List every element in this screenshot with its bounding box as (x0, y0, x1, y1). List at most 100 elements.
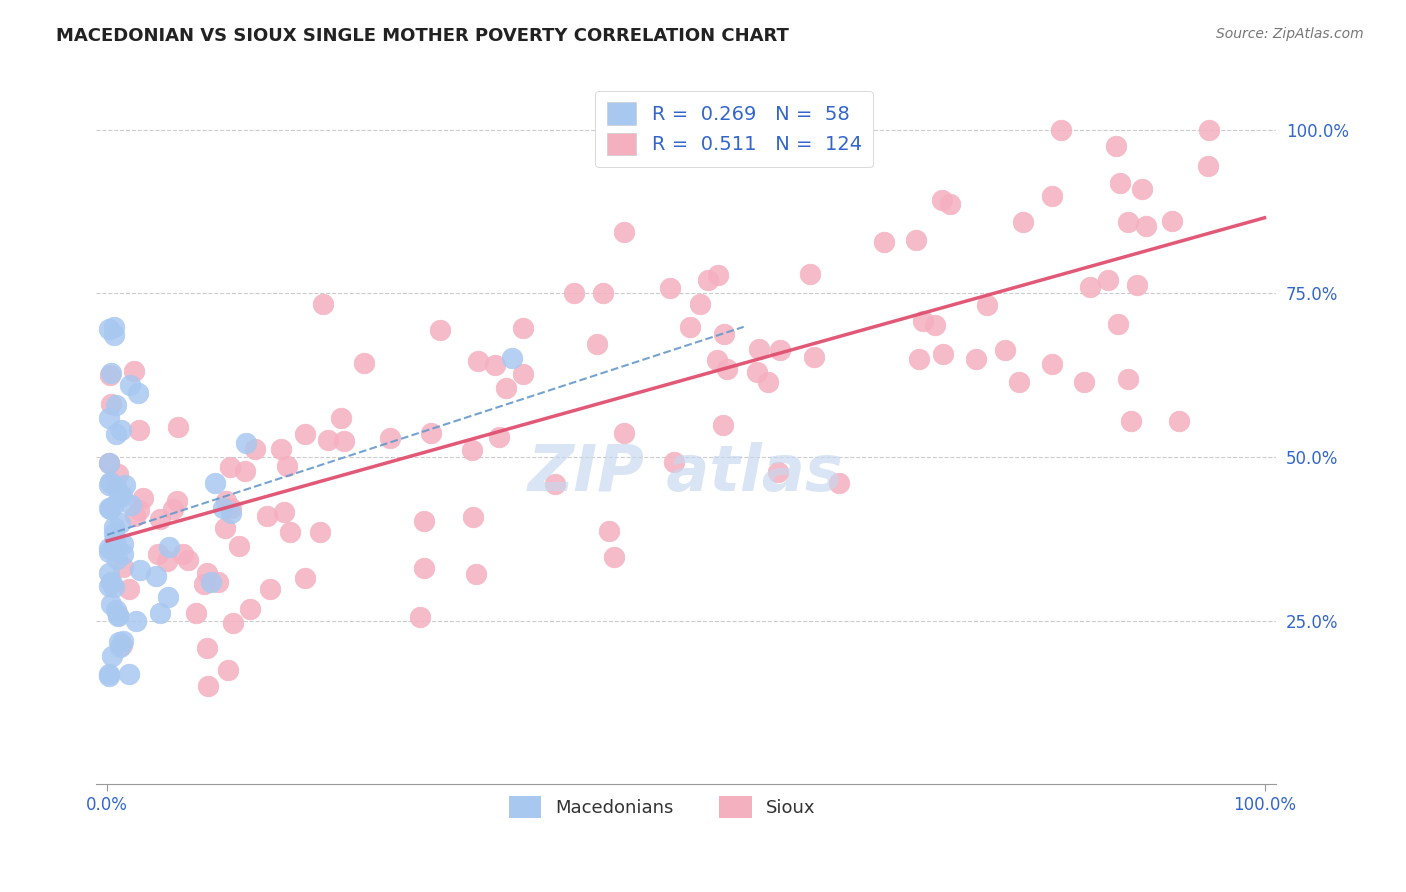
Point (613, 226, 636, 240)
Point (100, 597, 122, 611)
Point (172, 547, 194, 561)
Point (111, 489, 134, 503)
Point (111, 633, 134, 648)
Point (122, 364, 145, 378)
Point (100, 575, 122, 590)
Point (932, 346, 955, 360)
Point (697, 272, 720, 286)
Point (195, 566, 218, 580)
Point (1097, 273, 1119, 287)
Point (146, 548, 169, 562)
Point (711, 418, 734, 433)
Point (679, 320, 702, 334)
Point (110, 423, 132, 437)
Point (412, 514, 434, 528)
Point (217, 663, 239, 677)
Point (207, 574, 229, 589)
Text: Source: ZipAtlas.com: Source: ZipAtlas.com (1216, 27, 1364, 41)
Point (219, 506, 242, 520)
Point (1135, 219, 1157, 233)
Point (256, 509, 278, 524)
Point (128, 423, 150, 437)
Point (1008, 375, 1031, 389)
Point (98, 669, 121, 683)
Point (1073, 376, 1095, 390)
Point (586, 336, 609, 351)
Point (193, 576, 215, 591)
Point (233, 464, 256, 478)
Point (103, 320, 125, 334)
Point (312, 297, 335, 311)
Point (1109, 176, 1132, 190)
Point (1105, 139, 1128, 153)
Point (100, 475, 122, 490)
Point (103, 327, 125, 342)
Point (124, 508, 146, 523)
Legend: Macedonians, Sioux: Macedonians, Sioux (502, 789, 823, 825)
Point (100, 366, 122, 380)
Point (1040, 189, 1063, 203)
Point (204, 476, 226, 491)
Point (107, 608, 129, 623)
Point (101, 649, 124, 664)
Point (1012, 215, 1035, 229)
Point (100, 397, 122, 411)
Point (912, 313, 935, 327)
Point (239, 602, 262, 616)
Point (1107, 317, 1129, 331)
Point (931, 194, 953, 208)
Point (716, 361, 738, 376)
Point (316, 433, 339, 447)
Point (1080, 279, 1102, 293)
Point (120, 377, 142, 392)
Point (149, 512, 172, 526)
Point (484, 358, 506, 372)
Point (105, 551, 128, 566)
Point (132, 491, 155, 505)
Point (378, 431, 401, 445)
Point (544, 476, 567, 491)
Point (333, 434, 356, 449)
Point (412, 560, 434, 574)
Point (98, 579, 121, 593)
Point (745, 365, 768, 379)
Point (598, 524, 620, 538)
Point (128, 563, 150, 577)
Point (873, 235, 896, 249)
Point (105, 480, 128, 494)
Point (104, 426, 127, 441)
Point (103, 520, 125, 534)
Point (156, 591, 179, 605)
Point (803, 350, 825, 364)
Point (114, 477, 136, 491)
Point (107, 467, 129, 482)
Point (98, 456, 121, 470)
Point (512, 368, 534, 382)
Point (162, 502, 184, 516)
Point (214, 520, 236, 534)
Point (939, 197, 962, 211)
Point (501, 351, 523, 365)
Point (1197, 159, 1219, 173)
Point (111, 548, 134, 562)
Point (965, 351, 987, 366)
Point (149, 606, 172, 620)
Point (1126, 277, 1149, 292)
Point (157, 540, 180, 554)
Point (294, 427, 316, 442)
Point (564, 285, 586, 300)
Point (98, 410, 121, 425)
Point (330, 411, 353, 425)
Point (707, 268, 730, 283)
Point (98, 457, 121, 471)
Point (167, 420, 190, 434)
Point (603, 549, 626, 564)
Point (1167, 414, 1189, 428)
Point (98, 566, 121, 581)
Point (994, 343, 1017, 357)
Point (465, 566, 488, 581)
Point (1116, 215, 1139, 229)
Point (713, 326, 735, 341)
Point (98, 541, 121, 556)
Point (105, 603, 128, 617)
